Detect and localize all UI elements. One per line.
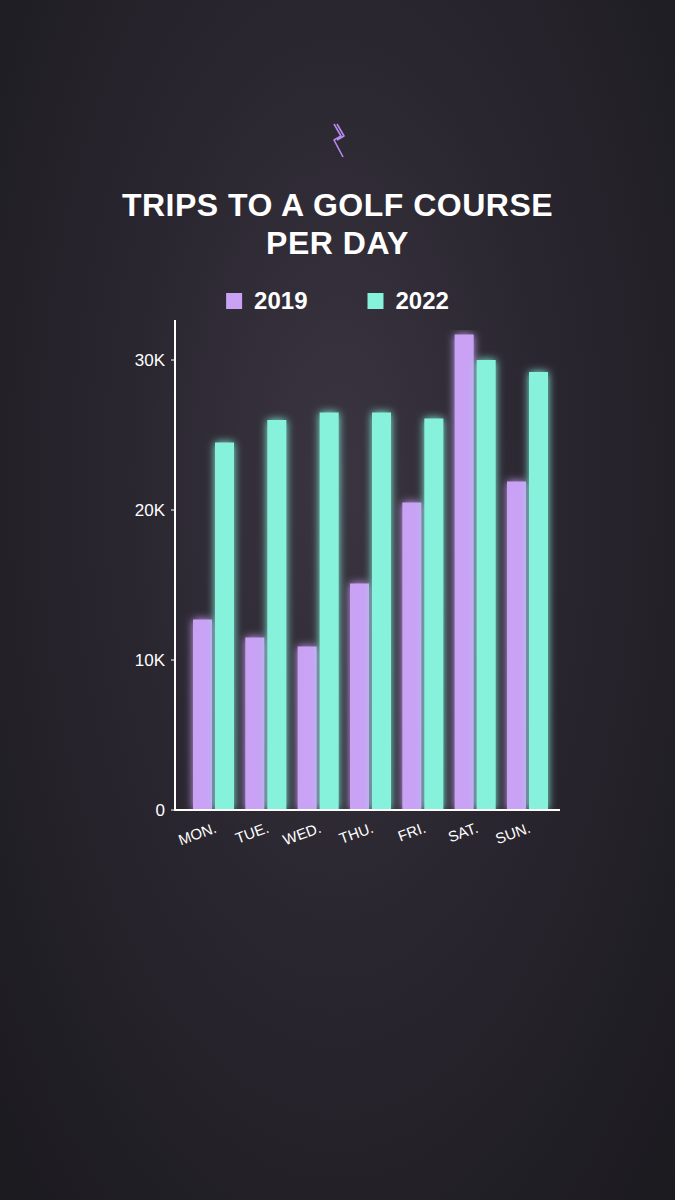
bar xyxy=(477,360,496,810)
legend-swatch xyxy=(226,293,242,309)
chart-root: TRIPS TO A GOLF COURSEPER DAY 2019 2022 0 10… xyxy=(0,0,675,1200)
x-tick-label: SUN. xyxy=(493,819,532,847)
x-tick-label: SAT. xyxy=(446,819,481,845)
y-axis xyxy=(174,320,176,811)
bar xyxy=(193,620,212,811)
bar xyxy=(267,420,286,810)
legend-item: 2019 xyxy=(226,287,307,314)
y-tick-label: 10K xyxy=(135,651,166,670)
legend: 2019 2022 xyxy=(226,287,449,314)
bar xyxy=(350,584,369,811)
bar xyxy=(298,647,317,811)
legend-swatch xyxy=(368,293,384,309)
x-tick-label: THU. xyxy=(337,819,376,847)
y-tick-label: 20K xyxy=(135,501,166,520)
x-ticks: MON. TUE. WED. THU. FRI. SAT. SUN. xyxy=(176,819,533,848)
bar xyxy=(320,413,339,811)
y-ticks: 0 10K 20K 30K xyxy=(135,351,175,820)
x-tick-label: FRI. xyxy=(395,819,427,845)
legend-item: 2022 xyxy=(368,287,449,314)
bar xyxy=(455,335,474,811)
bar xyxy=(372,413,391,811)
bar xyxy=(402,503,421,811)
x-tick-label: TUE. xyxy=(233,819,271,847)
bar xyxy=(424,419,443,811)
bar xyxy=(529,372,548,810)
y-tick-label: 30K xyxy=(135,351,166,370)
bars xyxy=(193,335,548,811)
legend-label: 2022 xyxy=(396,287,449,314)
title-line: TRIPS TO A GOLF COURSE xyxy=(122,187,553,223)
bar xyxy=(507,482,526,811)
legend-label: 2019 xyxy=(254,287,307,314)
y-tick-label: 0 xyxy=(156,801,165,820)
bar xyxy=(215,443,234,811)
x-tick-label: WED. xyxy=(281,819,324,848)
x-tick-label: MON. xyxy=(176,819,219,848)
title: TRIPS TO A GOLF COURSEPER DAY xyxy=(122,187,553,261)
title-line: PER DAY xyxy=(266,225,409,261)
bar xyxy=(245,638,264,811)
x-axis xyxy=(174,809,560,811)
title-group: TRIPS TO A GOLF COURSEPER DAY xyxy=(122,187,553,261)
logo-icon xyxy=(334,124,344,157)
